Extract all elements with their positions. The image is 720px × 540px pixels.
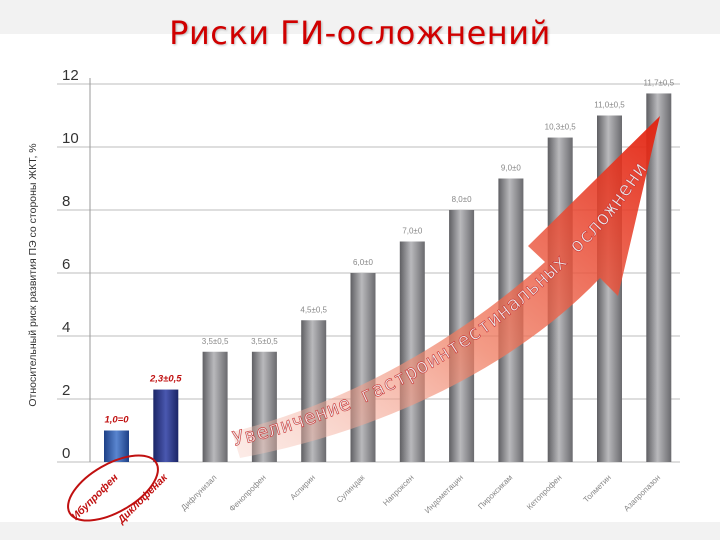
data-label: 6,0±0 [353,258,374,267]
data-label: 8,0±0 [452,195,473,204]
bar [202,351,228,462]
top-band [0,0,720,34]
y-tick-label: 2 [62,382,70,399]
data-label: 3,5±0,5 [251,337,278,346]
x-tick-label: Диклофенак [115,471,171,527]
highlight-ring [67,454,159,522]
data-label: 2,3±0,5 [149,374,182,385]
trend-arrow [232,116,660,458]
data-label: 4,5±0,5 [300,305,327,314]
bar [153,389,179,462]
x-tick-label: Пироксикам [476,473,514,511]
data-label: 11,7±0,5 [644,78,675,87]
data-label: 1,0=0 [104,415,129,426]
y-tick-label: 12 [62,67,79,84]
y-tick-label: 6 [62,256,70,273]
x-tick-label: Кетопрофен [525,473,564,512]
data-label: 3,5±0,5 [202,337,229,346]
data-label: 10,3±0,5 [545,123,577,132]
data-label: 9,0±0 [501,164,522,173]
y-tick-label: 4 [62,319,70,336]
x-tick-label: Индометацин [423,473,465,515]
x-tick-label: Азапропазон [622,473,662,513]
x-tick-label: Напроксен [381,473,416,508]
x-tick-label: Сулиндак [335,473,367,505]
x-tick-label: Дифлунизал [179,473,219,513]
bar [350,273,376,462]
bottom-band [0,522,720,540]
data-label: 11,0±0,5 [594,101,625,110]
bar [399,241,425,462]
data-label: 7,0±0 [402,227,423,236]
x-tick-label: Аспирин [288,473,317,502]
x-tick-label: Толметин [581,473,612,504]
x-tick-label: Фенопрофен [227,473,267,513]
y-tick-label: 10 [62,130,79,147]
y-tick-label: 0 [62,445,70,462]
y-tick-label: 8 [62,193,70,210]
slide-title: Риски ГИ-осложнений [169,14,551,52]
